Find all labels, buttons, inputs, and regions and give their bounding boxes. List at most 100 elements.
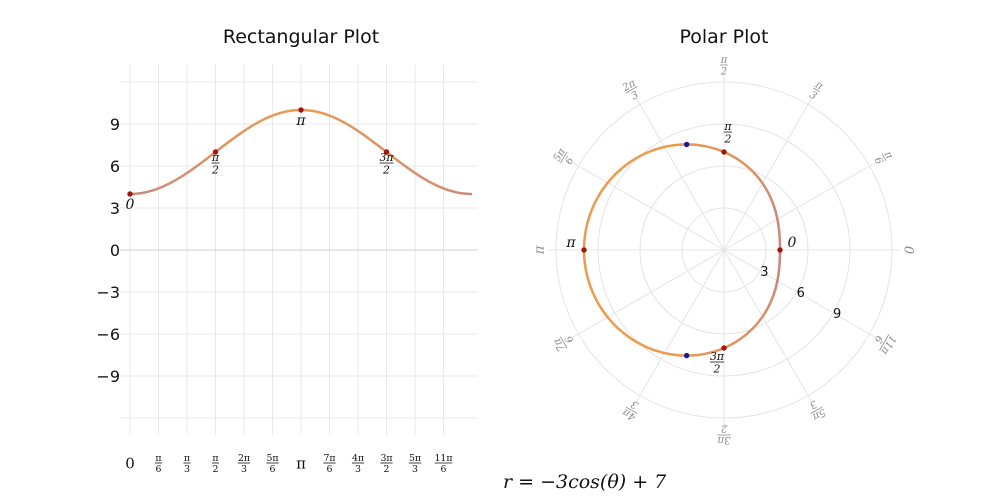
rect-x-tick-label: 5π3 — [408, 453, 422, 475]
svg-text:0: 0 — [788, 235, 797, 251]
rect-y-tick-label: 6 — [110, 157, 120, 176]
svg-text:3π: 3π — [717, 434, 730, 445]
svg-text:3: 3 — [630, 398, 641, 411]
svg-text:5π: 5π — [266, 453, 278, 464]
rect-point-label: 3π2 — [379, 151, 394, 176]
rect-x-tick-label: 7π6 — [323, 453, 336, 475]
svg-text:2: 2 — [211, 163, 219, 176]
svg-text:2: 2 — [713, 362, 721, 375]
svg-text:π: π — [211, 151, 220, 164]
polar-point — [581, 247, 587, 253]
svg-text:6: 6 — [156, 464, 162, 475]
rect-point — [127, 191, 133, 197]
svg-text:3: 3 — [630, 90, 641, 103]
rect-x-tick-label: π3 — [183, 453, 191, 475]
svg-text:3: 3 — [184, 464, 190, 475]
svg-text:π: π — [565, 235, 576, 251]
rect-y-tick-label: 0 — [110, 241, 120, 260]
polar-plot: Polar Plot 0π6π3π22π35π6π7π64π33π25π311π… — [533, 26, 916, 445]
rect-x-tick-label: 0 — [125, 454, 135, 472]
svg-text:3: 3 — [355, 464, 361, 475]
rect-y-tick-label: 3 — [110, 199, 120, 218]
svg-text:π: π — [212, 453, 218, 464]
rect-title: Rectangular Plot — [223, 26, 379, 48]
polar-point — [683, 141, 690, 148]
polar-angle-label: π3 — [807, 79, 824, 103]
svg-text:π: π — [295, 113, 306, 129]
polar-spoke — [636, 249, 725, 402]
svg-text:6: 6 — [327, 464, 333, 475]
rect-point — [298, 107, 304, 113]
svg-text:0: 0 — [125, 454, 135, 472]
svg-text:π: π — [184, 453, 190, 464]
rect-point-label: π2 — [211, 151, 220, 176]
svg-text:11π: 11π — [434, 453, 452, 464]
svg-text:π: π — [155, 453, 161, 464]
rect-point-label: π — [295, 113, 306, 129]
rect-y-tick-label: −9 — [96, 367, 120, 386]
polar-point — [721, 345, 727, 351]
polar-point-label: π2 — [723, 120, 732, 145]
svg-text:2: 2 — [724, 132, 732, 145]
svg-text:2π: 2π — [238, 453, 250, 464]
polar-radius-label: 3 — [760, 265, 768, 280]
polar-angle-label: 5π6 — [552, 147, 577, 167]
polar-point — [683, 352, 690, 359]
svg-text:7π: 7π — [323, 453, 335, 464]
polar-point — [777, 247, 783, 253]
svg-text:3: 3 — [807, 398, 818, 411]
polar-angle-label: π2 — [720, 55, 728, 78]
svg-text:6: 6 — [441, 464, 447, 475]
polar-radius-labels: 3 6 9 — [760, 265, 841, 322]
rect-y-tick-label: −3 — [96, 283, 120, 302]
rect-x-tick-label: π6 — [154, 453, 163, 475]
rect-x-tick-label: 2π3 — [237, 453, 251, 475]
rect-x-tick-label: 4π3 — [351, 453, 365, 475]
polar-angle-label: π6 — [872, 149, 895, 168]
svg-text:4π: 4π — [352, 453, 364, 464]
svg-text:2: 2 — [721, 422, 728, 433]
svg-text:6: 6 — [871, 333, 884, 345]
svg-text:0: 0 — [900, 246, 915, 254]
svg-text:2: 2 — [384, 464, 390, 475]
svg-text:0: 0 — [126, 197, 135, 213]
rect-x-tick-label: 3π2 — [380, 453, 393, 475]
svg-text:3π: 3π — [710, 350, 725, 363]
polar-spoke — [636, 98, 725, 251]
svg-text:3: 3 — [807, 90, 818, 103]
svg-text:π: π — [720, 55, 728, 66]
polar-spoke — [572, 162, 725, 251]
polar-point-label: 0 — [788, 235, 797, 251]
svg-text:2: 2 — [213, 464, 219, 475]
svg-text:3: 3 — [241, 464, 247, 475]
svg-text:2: 2 — [382, 163, 390, 176]
svg-text:π: π — [296, 454, 306, 472]
rect-point-label: 0 — [126, 197, 135, 213]
svg-text:6: 6 — [872, 156, 885, 168]
svg-text:6: 6 — [270, 464, 276, 475]
rect-x-tick-label: 5π6 — [266, 453, 279, 475]
polar-point-label: 3π2 — [710, 350, 725, 375]
svg-text:6: 6 — [564, 155, 577, 167]
polar-radius-label: 6 — [797, 286, 805, 301]
rect-y-ticks: 9 6 3 0 −3 −6 −9 — [96, 115, 120, 386]
polar-angle-label: π — [533, 245, 548, 255]
polar-spoke — [723, 98, 812, 251]
rect-point — [212, 149, 219, 155]
svg-text:2: 2 — [720, 67, 727, 78]
svg-text:5π: 5π — [409, 453, 421, 464]
svg-text:3: 3 — [412, 464, 418, 475]
polar-angle-label: 4π3 — [621, 398, 641, 423]
polar-title: Polar Plot — [680, 26, 769, 48]
equation-label: r = −3cos(θ) + 7 — [503, 471, 667, 493]
svg-text:3π: 3π — [380, 453, 392, 464]
polar-angle-label: 3π2 — [717, 422, 731, 445]
polar-spoke — [572, 249, 725, 338]
